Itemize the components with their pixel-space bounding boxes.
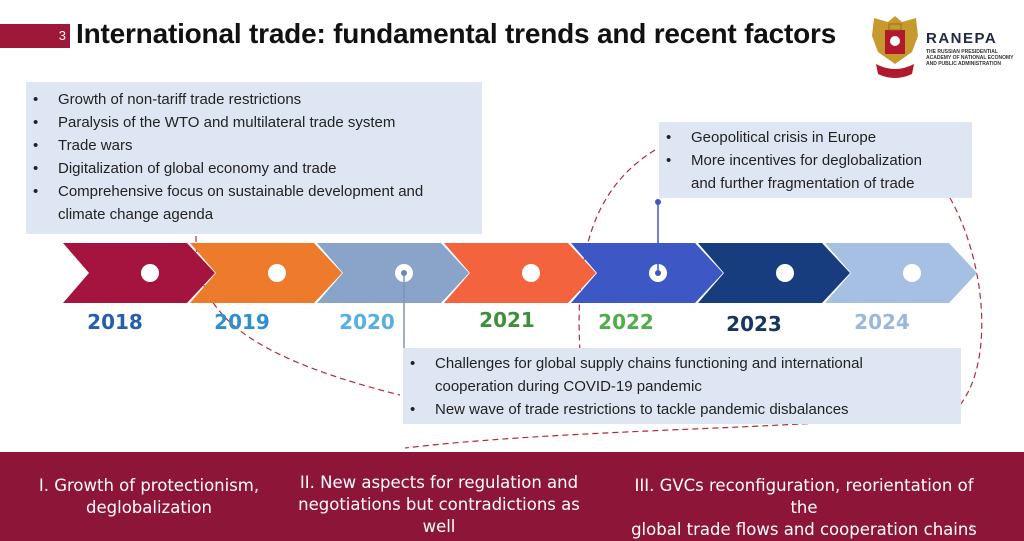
timeline-arrow-2021: [444, 243, 596, 303]
ranepa-emblem-logo: [872, 16, 918, 78]
list-item: Trade wars: [26, 134, 482, 157]
timeline-dot-2019: [268, 264, 286, 282]
footer-col-line: global trade flows and cooperation chain…: [631, 520, 977, 539]
timeline-arrow-2022: [571, 243, 723, 303]
list-item: Growth of non-tariff trade restrictions: [26, 88, 482, 111]
timeline-dot-2018: [141, 264, 159, 282]
year-label-2022: 2022: [598, 310, 654, 334]
footer-col-line: I. Growth of protectionism,: [38, 476, 260, 495]
year-label-2023: 2023: [726, 312, 782, 336]
dashed-connector: [578, 149, 656, 353]
list-item: New wave of trade restrictions to tackle…: [403, 398, 961, 421]
footer-col-line: II. New aspects for regulation and: [299, 473, 579, 492]
timeline-dot-2023: [776, 264, 794, 282]
timeline-dot-2024: [903, 264, 921, 282]
list-item: Geopolitical crisis in Europe: [659, 126, 972, 149]
connector-anchor-2020: [401, 270, 407, 276]
brand-block: RANEPA THE RUSSIAN PRESIDENTIAL ACADEMY …: [926, 30, 1022, 67]
list-item: Digitalization of global economy and tra…: [26, 157, 482, 180]
timeline-arrow-2023: [698, 243, 850, 303]
slide-number: 3: [0, 24, 70, 48]
timeline-dot-2021: [522, 264, 540, 282]
connector-anchor-top: [655, 199, 661, 205]
footer-band: I. Growth of protectionism, deglobalizat…: [0, 452, 1024, 541]
list-item: More incentives for deglobalization and …: [659, 149, 972, 195]
timeline-arrow-2019: [190, 243, 342, 303]
year-label-2024: 2024: [854, 310, 910, 334]
timeline-arrow-2024: [825, 243, 977, 303]
timeline-arrow-2018: [63, 243, 215, 303]
trends-box-2020: Challenges for global supply chains func…: [403, 348, 961, 424]
connector-anchor-2022: [655, 270, 661, 276]
footer-col-protectionism: I. Growth of protectionism, deglobalizat…: [36, 475, 262, 519]
footer-col-line: III. GVCs reconfiguration, reorientation…: [634, 476, 974, 517]
trends-box-2018-2019: Growth of non-tariff trade restrictions …: [26, 82, 482, 234]
slide-title: International trade: fundamental trends …: [76, 18, 837, 49]
year-label-2019: 2019: [214, 310, 270, 334]
year-label-2021: 2021: [479, 308, 535, 332]
list-item: Paralysis of the WTO and multilateral tr…: [26, 111, 482, 134]
year-label-2018: 2018: [87, 310, 143, 334]
brand-subtitle: THE RUSSIAN PRESIDENTIAL ACADEMY OF NATI…: [926, 49, 1014, 67]
list-item: Challenges for global supply chains func…: [403, 352, 961, 398]
trends-box-2022: Geopolitical crisis in Europe More incen…: [659, 122, 972, 198]
brand-name: RANEPA: [926, 30, 998, 47]
footer-col-regulation: II. New aspects for regulation and negot…: [280, 472, 598, 538]
footer-page-number: 3: [968, 523, 974, 533]
footer-col-line: negotiations but contradictions as well: [298, 495, 580, 536]
footer-col-gvcs: III. GVCs reconfiguration, reorientation…: [624, 475, 984, 541]
footer-col-line: deglobalization: [86, 498, 212, 517]
year-label-2020: 2020: [339, 310, 395, 334]
list-item: Comprehensive focus on sustainable devel…: [26, 180, 482, 226]
timeline-arrow-2020: [317, 243, 469, 303]
